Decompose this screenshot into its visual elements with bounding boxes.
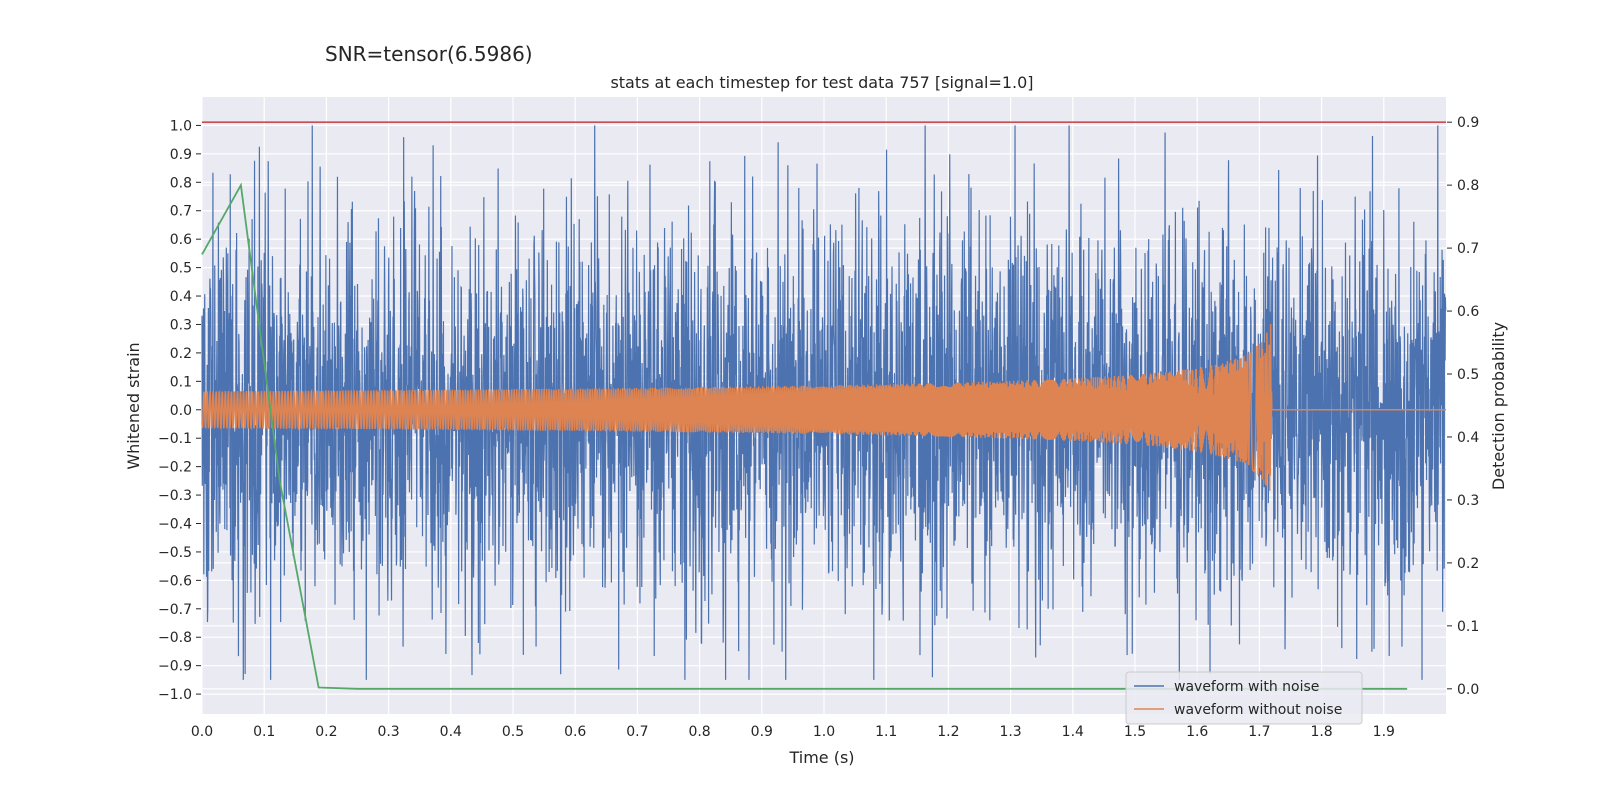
y2-tick-label: 0.1 <box>1457 619 1479 635</box>
x-tick-label: 1.8 <box>1310 724 1332 740</box>
x-tick-label: 0.1 <box>253 724 275 740</box>
x-tick-label: 0.2 <box>315 724 337 740</box>
y-tick-label: −0.5 <box>158 545 192 561</box>
y-tick-label: −0.4 <box>158 516 192 532</box>
y-tick-label: −0.8 <box>158 630 192 646</box>
x-tick-label: 0.7 <box>626 724 648 740</box>
y2-tick-label: 0.6 <box>1457 304 1479 320</box>
y-tick-label: 0.7 <box>170 204 192 220</box>
x-tick-label: 1.0 <box>813 724 835 740</box>
legend-frame <box>1125 671 1363 725</box>
y-tick-label: −0.9 <box>158 659 192 675</box>
y2-tick-label: 0.5 <box>1457 367 1479 383</box>
x-tick-label: 0.6 <box>564 724 586 740</box>
x-tick-label: 1.3 <box>999 724 1021 740</box>
y-tick-label: 0.8 <box>170 175 192 191</box>
y2-tick-label: 0.4 <box>1457 430 1479 446</box>
x-axis-label: Time (s) <box>788 748 854 767</box>
y-tick-label: −0.2 <box>158 460 192 476</box>
y-tick-label: 0.5 <box>170 261 192 277</box>
x-tick-label: 1.6 <box>1186 724 1208 740</box>
legend-entry-clean: waveform without noise <box>1174 702 1342 718</box>
x-tick-label: 0.3 <box>377 724 399 740</box>
chart-suptitle: SNR=tensor(6.5986) <box>325 42 533 66</box>
y-axis-label: Whitened strain <box>124 342 143 469</box>
y-tick-label: 1.0 <box>170 118 192 134</box>
x-tick-label: 0.4 <box>440 724 462 740</box>
y2-tick-label: 0.3 <box>1457 493 1479 509</box>
y-tick-label: 0.0 <box>170 403 192 419</box>
y2-tick-label: 0.2 <box>1457 556 1479 572</box>
x-tick-label: 0.0 <box>191 724 213 740</box>
series-detection-probability <box>201 182 1408 690</box>
y-tick-label: 0.3 <box>170 317 192 333</box>
y2-axis-label: Detection probability <box>1489 322 1508 490</box>
x-tick-label: 1.7 <box>1248 724 1270 740</box>
x-tick-label: 0.8 <box>688 724 710 740</box>
x-tick-label: 1.1 <box>875 724 897 740</box>
x-tick-label: 1.5 <box>1124 724 1146 740</box>
series-layer <box>201 121 1447 690</box>
x-tick-label: 1.9 <box>1373 724 1395 740</box>
y-tick-label: −0.1 <box>158 431 192 447</box>
y2-tick-label: 0.9 <box>1457 115 1479 131</box>
y-tick-label: 0.9 <box>170 147 192 163</box>
y2-tick-label: 0.8 <box>1457 178 1479 194</box>
y-tick-label: −0.6 <box>158 573 192 589</box>
y-tick-label: 0.1 <box>170 374 192 390</box>
legend-entry-noisy: waveform with noise <box>1174 679 1319 695</box>
y-tick-label: −0.3 <box>158 488 192 504</box>
y2-tick-label: 0.0 <box>1457 682 1479 698</box>
legend: waveform with noise waveform without noi… <box>1125 671 1363 725</box>
x-tick-label: 1.4 <box>1062 724 1084 740</box>
y-tick-label: 0.2 <box>170 346 192 362</box>
x-tick-label: 0.9 <box>751 724 773 740</box>
y-tick-label: 0.6 <box>170 232 192 248</box>
x-tick-label: 1.2 <box>937 724 959 740</box>
chart-title: stats at each timestep for test data 757… <box>610 73 1033 92</box>
y-tick-label: 0.4 <box>170 289 192 305</box>
ticks: 0.0 0.1 0.2 0.3 0.4 0.5 0.6 0.7 0.8 0.9 1.0 1.1 1.2 1… <box>158 115 1479 740</box>
x-tick-label: 0.5 <box>502 724 524 740</box>
y-tick-label: −1.0 <box>158 687 192 703</box>
series-waveform-without-noise <box>201 323 1446 491</box>
y-tick-label: −0.7 <box>158 602 192 618</box>
y2-tick-label: 0.7 <box>1457 241 1479 257</box>
